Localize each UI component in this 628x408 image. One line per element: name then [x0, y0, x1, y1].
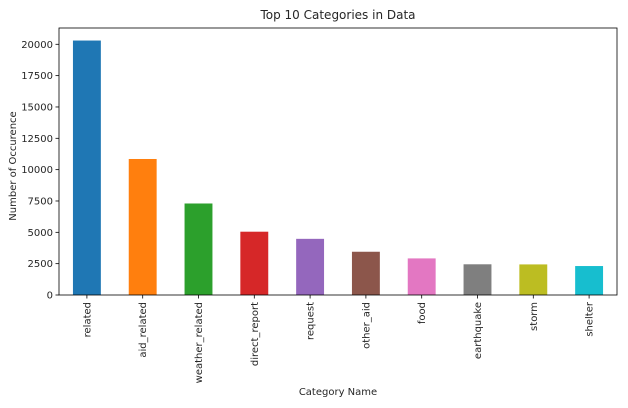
bar-other-aid — [351, 251, 380, 295]
bar-shelter — [575, 266, 604, 295]
y-tick-label: 15000 — [21, 102, 53, 113]
y-tick-label: 17500 — [21, 71, 53, 82]
bar-earthquake — [463, 264, 492, 295]
x-tick-label-weather-related: weather_related — [194, 302, 205, 383]
y-tick-label: 12500 — [21, 134, 53, 145]
bar-aid-related — [128, 158, 157, 295]
y-tick-label: 10000 — [21, 165, 53, 176]
x-tick-label-aid-related: aid_related — [138, 302, 149, 358]
y-tick-label: 20000 — [21, 40, 53, 51]
y-tick-label: 2500 — [28, 259, 53, 270]
y-tick-label: 7500 — [28, 196, 53, 207]
bar-related — [72, 40, 101, 295]
x-tick-label-direct-report: direct_report — [250, 302, 261, 366]
x-tick-label-earthquake: earthquake — [473, 302, 484, 359]
bar-direct-report — [240, 231, 269, 295]
bar-request — [296, 238, 325, 295]
x-tick-label-food: food — [417, 302, 428, 324]
x-tick-label-other-aid: other_aid — [361, 302, 372, 349]
y-tick-label: 0 — [47, 291, 53, 302]
y-axis-label: Number of Occurence — [8, 111, 19, 220]
plot-frame — [58, 27, 618, 296]
bar-storm — [519, 264, 548, 295]
x-tick-label-storm: storm — [529, 302, 540, 331]
x-tick-label-request: request — [306, 302, 317, 340]
plot-area: 0 2500 5000 7500 10000 12500 15000 17500 20000 re… — [21, 27, 618, 383]
chart-title: Top 10 Categories in Data — [259, 8, 415, 22]
x-tick-label-shelter: shelter — [585, 301, 596, 337]
y-tick-label: 5000 — [28, 228, 53, 239]
x-axis-label: Category Name — [299, 387, 377, 398]
bar-food — [407, 258, 436, 295]
x-tick-label-related: related — [82, 302, 93, 337]
bar-weather-related — [184, 203, 213, 295]
